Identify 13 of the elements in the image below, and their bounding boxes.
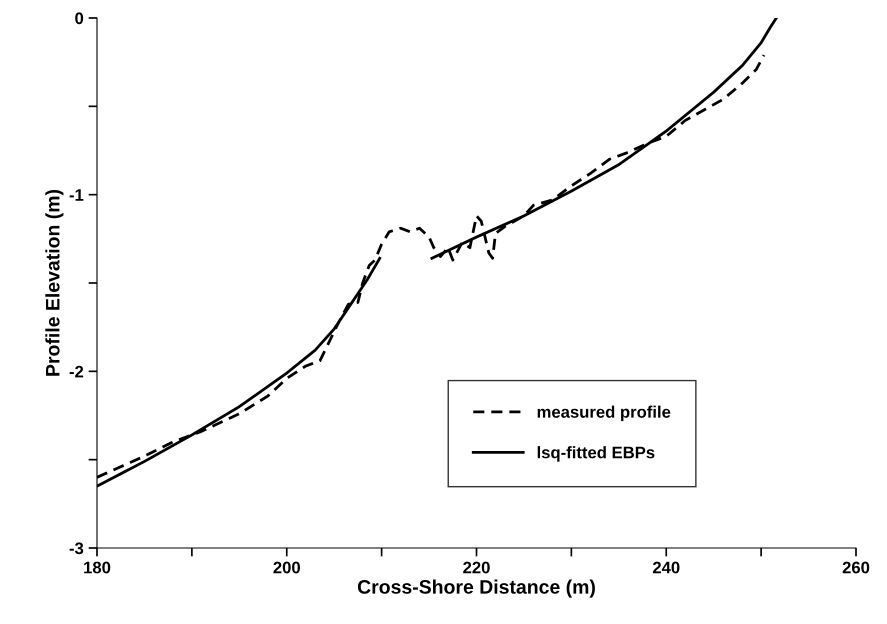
x-tick-label: 240 bbox=[652, 562, 680, 574]
x-tick-label: 200 bbox=[273, 562, 300, 574]
y-tick-label: 0 bbox=[75, 12, 84, 24]
legend-label: measured profile bbox=[538, 406, 670, 422]
x-tick-label: 220 bbox=[463, 562, 490, 574]
legend-label: lsq-fitted EBPs bbox=[538, 446, 654, 462]
y-axis-title: Profile Elevation (m) bbox=[45, 190, 64, 376]
x-axis-title: Cross-Shore Distance (m) bbox=[358, 580, 595, 598]
y-tick-label: -1 bbox=[70, 189, 84, 201]
y-tick-label: -3 bbox=[70, 542, 84, 554]
y-tick-label: -2 bbox=[70, 366, 84, 378]
x-tick-label: 180 bbox=[84, 562, 110, 574]
x-tick-label: 260 bbox=[842, 562, 870, 574]
